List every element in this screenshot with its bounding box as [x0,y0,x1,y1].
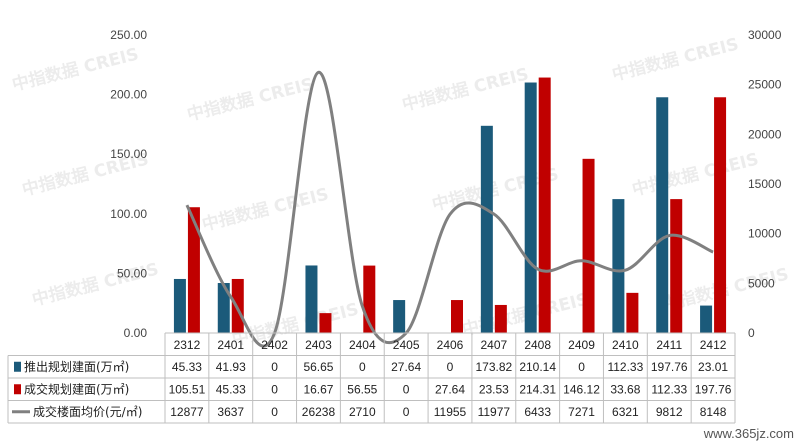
data-label: 23.53 [479,382,509,396]
bar-transacted [187,207,200,333]
y-right-tick-label: 25000 [748,78,782,92]
bar-transacted [714,97,727,333]
y-right-tick-label: 15000 [748,177,782,191]
data-label: 2710 [349,405,376,419]
bar-launched [393,300,406,333]
data-label: 11977 [478,405,511,419]
bar-launched [480,125,493,334]
bar-transacted [319,313,332,333]
legend-swatch-bar [14,361,21,372]
y-left-tick-label: 50.00 [117,266,147,280]
y-right-tick-label: 0 [748,326,755,340]
site-watermark: www.365jz.com [703,426,794,441]
data-label: 6433 [524,405,551,419]
data-label: 173.82 [475,360,512,374]
data-label: 41.93 [216,360,246,374]
data-label: 197.76 [695,382,732,396]
data-label: 23.01 [698,360,728,374]
data-label: 56.55 [347,382,377,396]
data-label: 0 [447,360,454,374]
x-tick-label: 2402 [261,338,288,352]
data-label: 112.33 [607,360,643,374]
data-label: 16.67 [303,382,333,396]
bar-launched [656,97,669,333]
y-right-tick-label: 5000 [748,276,775,290]
data-label: 45.33 [216,382,246,396]
bar-transacted [494,304,507,333]
data-label: 197.76 [651,360,688,374]
y-left-tick-label: 250.00 [110,28,147,42]
y-left-tick-label: 150.00 [110,147,147,161]
bar-transacted [582,158,595,333]
y-right-tick-label: 30000 [748,28,782,42]
data-label: 56.65 [303,360,333,374]
y-left-tick-label: 200.00 [110,88,147,102]
x-tick-label: 2407 [480,338,507,352]
data-label: 0 [271,405,278,419]
legend-label: 成交楼面均价(元/㎡) [33,404,142,419]
legend-label: 推出规划建面(万㎡) [24,359,129,374]
bar-launched [305,265,318,333]
x-tick-label: 2405 [393,338,420,352]
bar-launched [524,82,537,333]
x-tick-label: 2411 [656,338,682,352]
bar-transacted [451,300,463,333]
bar-transacted [538,77,551,333]
bar-launched [217,283,230,333]
data-label: 6321 [612,405,639,419]
data-label: 33.68 [610,382,640,396]
data-label: 27.64 [435,382,465,396]
data-label: 9812 [656,405,683,419]
x-tick-label: 2403 [305,338,332,352]
data-label: 214.31 [519,382,556,396]
data-label: 26238 [302,405,336,419]
data-label: 210.14 [519,360,556,374]
bar-launched [612,199,625,333]
data-label: 0 [271,382,278,396]
data-label: 27.64 [391,360,421,374]
bar-transacted [670,199,683,333]
y-right-tick-label: 20000 [748,127,782,141]
legend-label: 成交规划建面(万㎡) [24,381,129,396]
x-tick-label: 2412 [700,338,727,352]
y-right-tick-label: 10000 [748,227,782,241]
data-label: 0 [403,405,410,419]
y-left-tick-label: 100.00 [110,207,147,221]
data-label: 11955 [434,405,467,419]
data-label: 0 [578,360,585,374]
x-tick-label: 2404 [349,338,376,352]
x-tick-label: 2406 [437,338,464,352]
bar-launched [700,305,713,333]
y-left-tick-label: 0.00 [124,326,148,340]
data-label: 146.12 [563,382,600,396]
x-tick-label: 2312 [174,338,201,352]
x-tick-label: 2410 [612,338,639,352]
x-tick-label: 2408 [524,338,551,352]
data-label: 105.51 [169,382,206,396]
data-label: 7271 [568,405,595,419]
data-label: 8148 [700,405,727,419]
data-label: 0 [403,382,410,396]
data-label: 0 [359,360,366,374]
bar-transacted [626,292,639,333]
x-tick-label: 2401 [217,338,244,352]
data-label: 3637 [217,405,244,419]
data-label: 12877 [170,405,204,419]
data-label: 112.33 [651,382,687,396]
bar-launched [173,278,186,333]
data-label: 45.33 [172,360,202,374]
data-label: 0 [271,360,278,374]
x-tick-label: 2409 [568,338,595,352]
legend-swatch-bar [14,384,21,395]
